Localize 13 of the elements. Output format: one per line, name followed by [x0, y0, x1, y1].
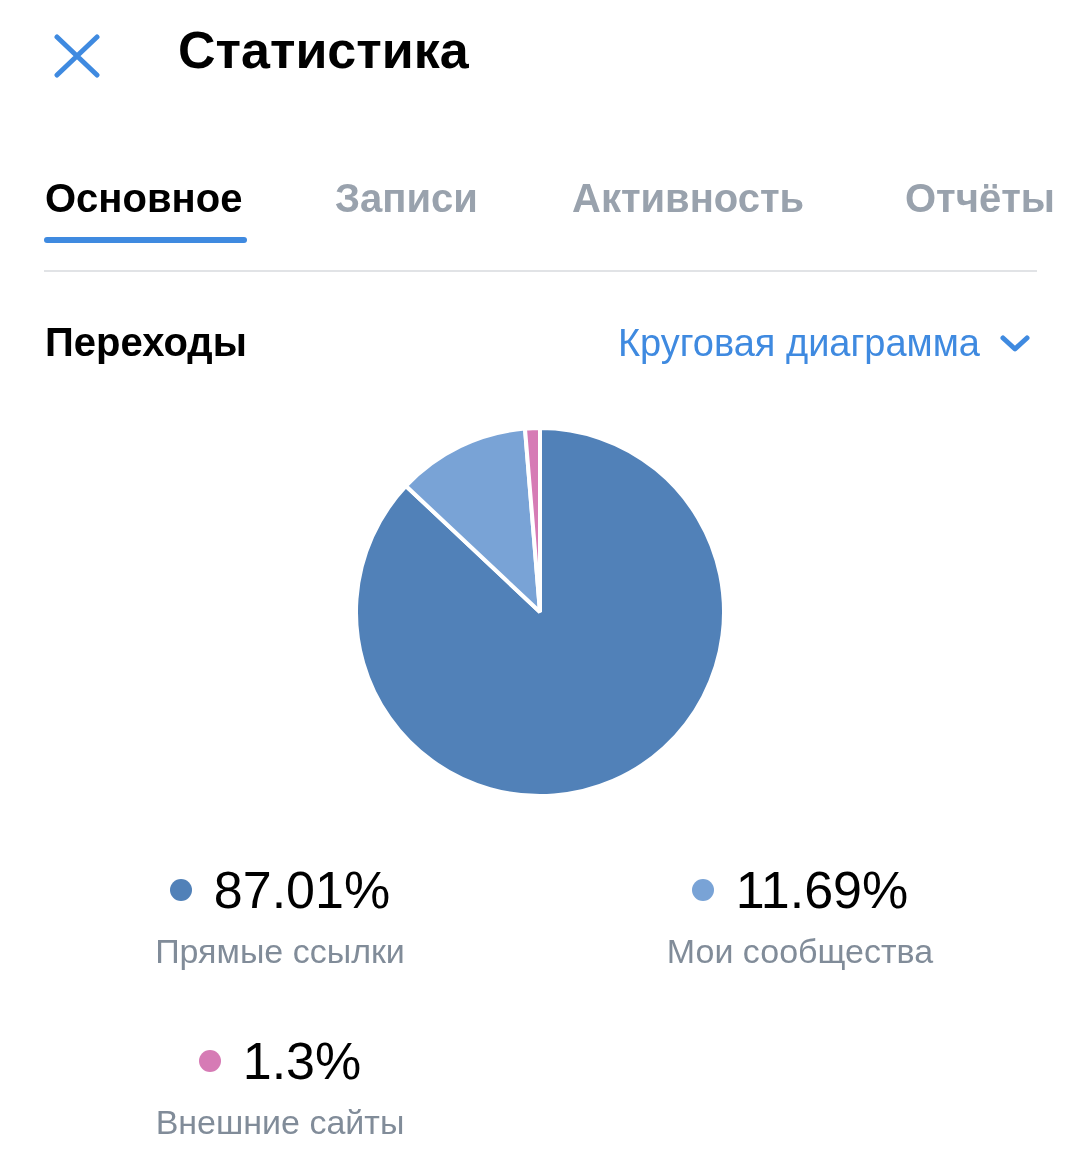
- data-label: 11.69%: [735, 860, 909, 920]
- legend-label: Внешние сайты: [154, 1103, 406, 1142]
- text: Записи: [335, 176, 478, 221]
- text: Круговая диаграмма: [617, 322, 980, 365]
- data-label: 1.3%: [242, 1031, 362, 1091]
- text: Отчёты: [905, 176, 1055, 221]
- chart-subtitle: Переходы: [45, 320, 247, 365]
- data-label: 87.01%: [213, 860, 391, 920]
- text: Основное: [45, 176, 243, 221]
- text: Активность: [572, 176, 805, 221]
- chart-title: Статистика: [178, 20, 469, 80]
- legend-label: Мои сообщества: [665, 932, 935, 971]
- legend-label: Прямые ссылки: [154, 932, 406, 971]
